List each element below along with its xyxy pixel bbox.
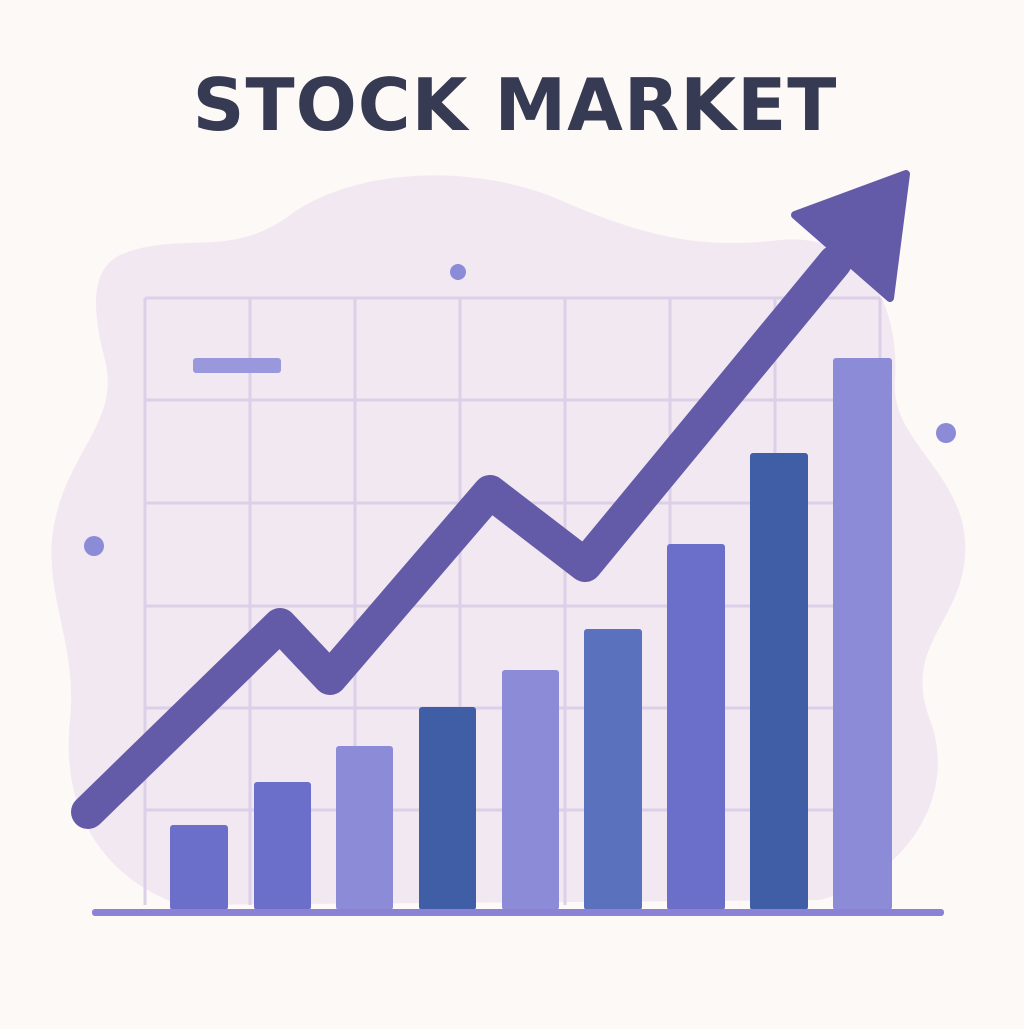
dot <box>84 536 104 556</box>
bar <box>170 825 228 910</box>
dot <box>450 264 466 280</box>
bar <box>750 453 808 910</box>
bar <box>833 358 892 910</box>
title: STOCK MARKET <box>193 63 838 147</box>
arrow-head <box>791 170 910 302</box>
baseline <box>92 909 944 916</box>
bar <box>502 670 559 910</box>
dot <box>936 423 956 443</box>
bars <box>170 358 892 910</box>
bar <box>254 782 311 910</box>
legend-dash <box>193 358 281 373</box>
bar <box>667 544 725 910</box>
bar <box>336 746 393 910</box>
bar <box>419 707 476 910</box>
bar <box>584 629 642 910</box>
trend-arrow <box>71 245 852 829</box>
